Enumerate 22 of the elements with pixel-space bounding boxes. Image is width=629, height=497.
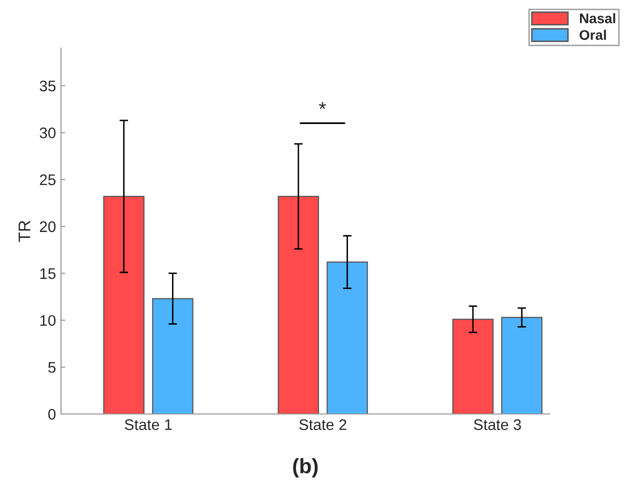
- x-tick-label: State 1: [124, 419, 172, 430]
- bar: [501, 316, 542, 414]
- bar: [326, 262, 368, 414]
- y-tick-label: 10: [40, 315, 56, 326]
- y-tick-label: 20: [40, 221, 56, 232]
- y-tick-label: 30: [40, 127, 56, 138]
- legend-label: Oral: [580, 30, 606, 40]
- y-tick-label: 5: [48, 362, 56, 373]
- legend-label: Nasal: [580, 13, 616, 24]
- y-tick-label: 15: [40, 268, 56, 279]
- annotation: *: [319, 102, 326, 109]
- bar: [103, 196, 144, 414]
- y-tick-label: 0: [48, 408, 56, 420]
- bar: [452, 318, 494, 414]
- y-tick-label: 25: [40, 174, 56, 186]
- x-tick-label: State 3: [474, 419, 521, 430]
- y-axis-title: TR: [18, 220, 30, 242]
- y-tick-label: 35: [40, 80, 56, 92]
- x-tick-label: State 2: [299, 419, 346, 430]
- x-axis-title: (b): [293, 458, 318, 478]
- bar: [152, 298, 194, 414]
- bar: [278, 196, 320, 414]
